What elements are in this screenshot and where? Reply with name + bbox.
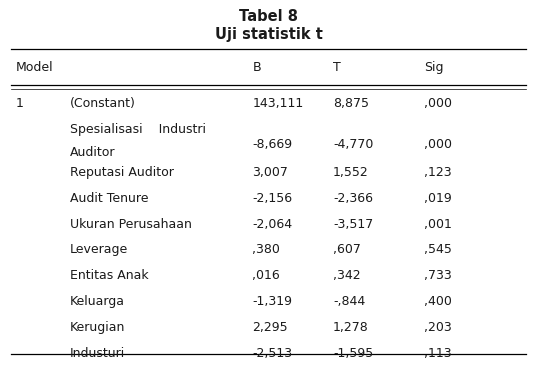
Text: ,000: ,000 — [424, 138, 452, 151]
Text: Reputasi Auditor: Reputasi Auditor — [70, 166, 173, 179]
Text: -2,064: -2,064 — [252, 218, 293, 231]
Text: ,123: ,123 — [424, 166, 452, 179]
Text: Model: Model — [16, 61, 54, 74]
Text: ,113: ,113 — [424, 347, 452, 360]
Text: ,380: ,380 — [252, 243, 280, 257]
Text: Audit Tenure: Audit Tenure — [70, 192, 148, 205]
Text: Entitas Anak: Entitas Anak — [70, 269, 148, 283]
Text: Leverage: Leverage — [70, 243, 128, 257]
Text: Tabel 8: Tabel 8 — [239, 9, 298, 24]
Text: ,342: ,342 — [333, 269, 360, 283]
Text: -,844: -,844 — [333, 295, 365, 308]
Text: 8,875: 8,875 — [333, 97, 369, 110]
Text: Auditor: Auditor — [70, 146, 115, 160]
Text: Sig: Sig — [424, 61, 444, 74]
Text: -8,669: -8,669 — [252, 138, 293, 151]
Text: ,001: ,001 — [424, 218, 452, 231]
Text: 1,278: 1,278 — [333, 321, 369, 334]
Text: Spesialisasi    Industri: Spesialisasi Industri — [70, 123, 206, 136]
Text: Ukuran Perusahaan: Ukuran Perusahaan — [70, 218, 192, 231]
Text: Industuri: Industuri — [70, 347, 125, 360]
Text: ,733: ,733 — [424, 269, 452, 283]
Text: 2,295: 2,295 — [252, 321, 288, 334]
Text: -1,595: -1,595 — [333, 347, 373, 360]
Text: T: T — [333, 61, 340, 74]
Text: -1,319: -1,319 — [252, 295, 292, 308]
Text: -3,517: -3,517 — [333, 218, 373, 231]
Text: B: B — [252, 61, 261, 74]
Text: ,000: ,000 — [424, 97, 452, 110]
Text: 3,007: 3,007 — [252, 166, 288, 179]
Text: Uji statistik t: Uji statistik t — [215, 27, 322, 42]
Text: ,400: ,400 — [424, 295, 452, 308]
Text: -2,513: -2,513 — [252, 347, 293, 360]
Text: ,545: ,545 — [424, 243, 452, 257]
Text: 143,111: 143,111 — [252, 97, 303, 110]
Text: -2,156: -2,156 — [252, 192, 293, 205]
Text: -4,770: -4,770 — [333, 138, 373, 151]
Text: ,016: ,016 — [252, 269, 280, 283]
Text: ,203: ,203 — [424, 321, 452, 334]
Text: Keluarga: Keluarga — [70, 295, 125, 308]
Text: 1,552: 1,552 — [333, 166, 369, 179]
Text: -2,366: -2,366 — [333, 192, 373, 205]
Text: ,019: ,019 — [424, 192, 452, 205]
Text: 1: 1 — [16, 97, 24, 110]
Text: ,607: ,607 — [333, 243, 361, 257]
Text: Kerugian: Kerugian — [70, 321, 125, 334]
Text: (Constant): (Constant) — [70, 97, 136, 110]
